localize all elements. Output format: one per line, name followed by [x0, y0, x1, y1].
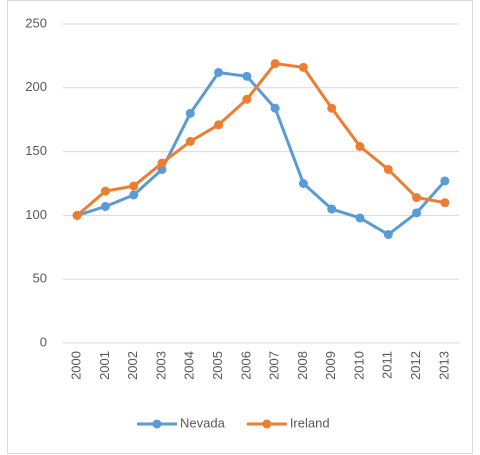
y-tick-label: 50: [33, 271, 47, 286]
legend-marker: [152, 419, 162, 429]
x-tick-label: 2000: [69, 351, 84, 380]
data-point: [412, 193, 422, 203]
y-tick-label: 200: [25, 79, 47, 94]
x-tick-label: 2010: [351, 351, 366, 380]
x-tick-label: 2003: [153, 351, 168, 380]
data-point: [242, 94, 252, 104]
y-tick-label: 150: [25, 143, 47, 158]
data-point: [383, 164, 393, 174]
series-line: [76, 70, 446, 237]
data-point: [157, 164, 167, 174]
data-point: [327, 103, 337, 113]
data-point: [185, 136, 195, 146]
data-point: [157, 158, 167, 168]
data-point: [214, 67, 224, 77]
data-point: [100, 201, 110, 211]
legend-marker: [262, 419, 272, 429]
x-tick-label: 2002: [125, 351, 140, 380]
x-tick-label: 2005: [210, 351, 225, 380]
data-point: [440, 176, 450, 186]
x-tick-label: 2007: [267, 351, 282, 380]
series-line: [76, 62, 446, 217]
y-tick-label: 0: [40, 334, 47, 349]
x-tick-label: 2008: [295, 351, 310, 380]
legend-label: Nevada: [180, 415, 226, 430]
data-point: [129, 190, 139, 200]
data-point: [214, 120, 224, 130]
x-tick-label: 2012: [408, 351, 423, 380]
data-point: [270, 59, 280, 69]
data-point: [298, 179, 308, 188]
data-point: [100, 186, 110, 196]
x-tick-label: 2006: [238, 351, 253, 380]
data-point: [440, 198, 450, 208]
x-tick-label: 2009: [323, 351, 338, 380]
data-point: [298, 62, 308, 72]
x-tick-label: 2004: [182, 351, 197, 380]
x-tick-label: 2011: [380, 351, 395, 379]
data-point: [327, 204, 337, 214]
legend-label: Ireland: [290, 415, 330, 430]
data-point: [242, 71, 252, 81]
x-tick-label: 2001: [97, 351, 112, 380]
y-tick-label: 250: [25, 15, 47, 30]
chart-border: [7, 0, 473, 454]
data-point: [185, 108, 195, 118]
data-point: [383, 230, 393, 240]
data-point: [355, 213, 365, 223]
y-tick-label: 100: [25, 207, 47, 222]
data-point: [412, 208, 422, 218]
data-point: [72, 210, 82, 220]
data-point: [355, 141, 365, 151]
x-tick-label: 2013: [436, 351, 451, 380]
data-point: [129, 181, 139, 191]
data-point: [270, 103, 280, 113]
